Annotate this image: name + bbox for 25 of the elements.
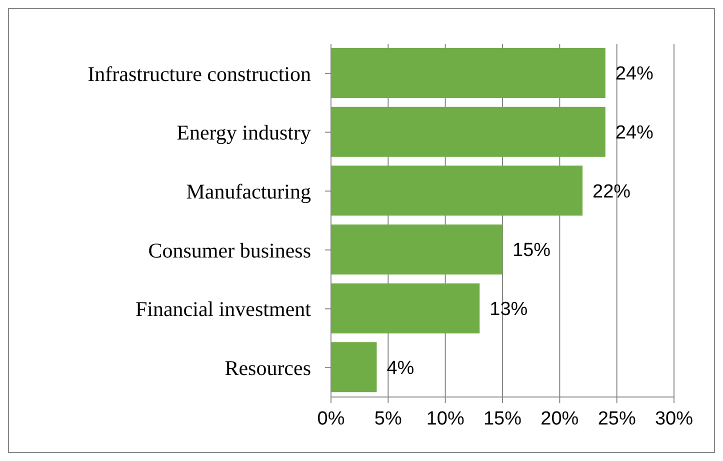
bar [331, 106, 606, 157]
bar [331, 48, 606, 98]
bar [331, 166, 583, 216]
y-tick-label: Financial investment [135, 297, 312, 322]
data-label: 22% [592, 181, 631, 202]
x-tick-label: 15% [483, 408, 522, 430]
x-tick-label: 10% [426, 408, 464, 430]
y-tick-label: Infrastructure construction [88, 62, 312, 86]
data-label: 13% [490, 299, 528, 320]
bar [331, 342, 377, 392]
x-tick-label: 30% [654, 408, 694, 430]
y-tick-label: Consumer business [148, 238, 311, 262]
y-tick-label: Resources [224, 356, 311, 380]
x-tick-label: 0% [317, 408, 345, 430]
data-label: 24% [615, 122, 654, 144]
y-tick-label: Manufacturing [186, 180, 312, 204]
data-label: 4% [386, 358, 414, 379]
y-tick-label: Energy industry [176, 120, 312, 145]
x-tick-label: 5% [374, 408, 402, 430]
data-label: 15% [512, 240, 551, 262]
bar [331, 224, 502, 274]
data-label: 24% [615, 64, 654, 85]
bar [331, 283, 480, 334]
x-tick-label: 20% [540, 408, 579, 430]
x-tick-label: 25% [598, 408, 636, 430]
